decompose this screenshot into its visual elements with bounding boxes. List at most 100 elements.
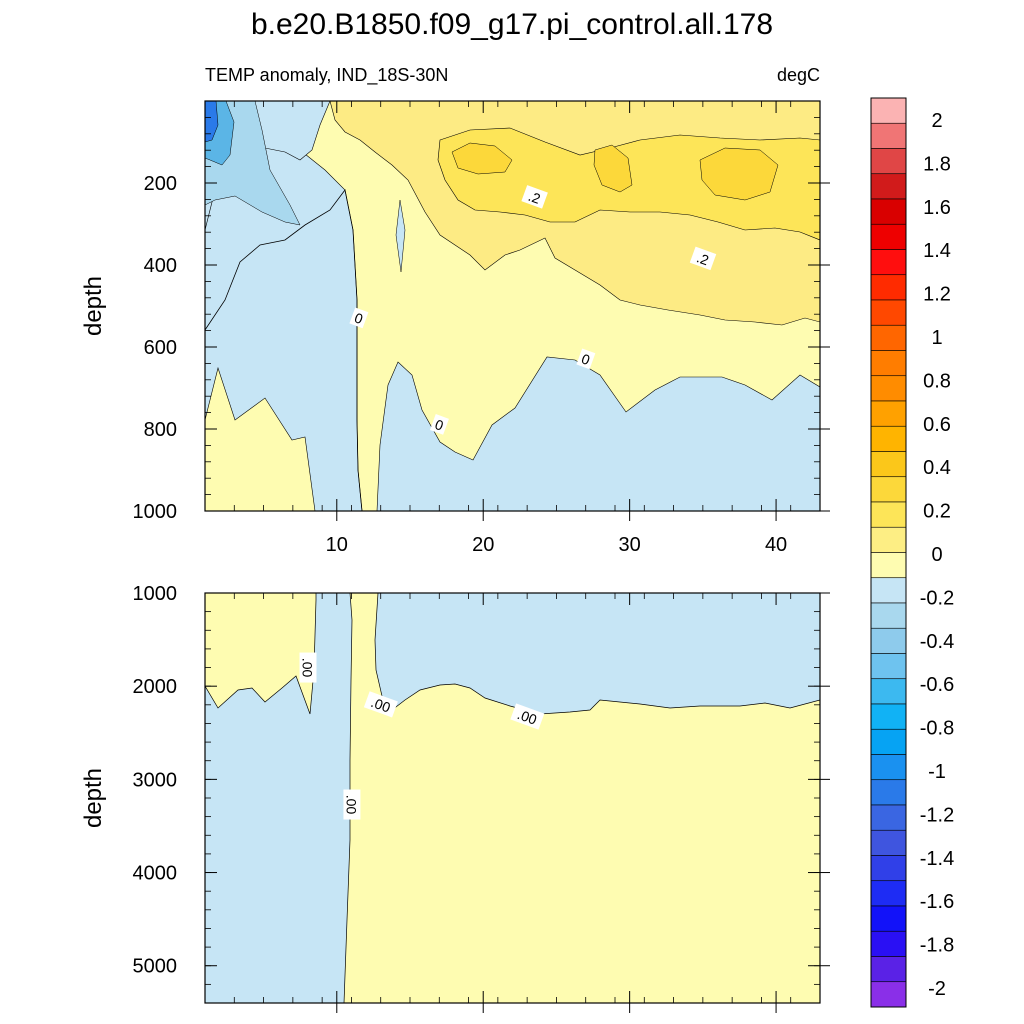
upper-cool-blob: [395, 199, 406, 273]
upper-panel: 10 20 30 40 200 400 600 800 1000 depth 0 0 0 .2 .2: [80, 100, 830, 556]
contour-label-text: .2: [526, 188, 543, 207]
colorbar-swatch: [870, 476, 907, 503]
lower-contour-fill: [205, 593, 820, 1003]
colorbar-swatch: [870, 375, 907, 402]
lower-contour-labels: .00 .00 .00 .00: [299, 652, 545, 820]
upper-contour-labels: 0 0 0 .2 .2: [349, 185, 717, 435]
y-tick-label: 3000: [133, 769, 178, 791]
colorbar-frame: [870, 97, 907, 1008]
colorbar-label: 1.8: [923, 153, 951, 175]
contour-label-bg: [299, 652, 317, 683]
colorbar-label: -0.4: [920, 631, 954, 653]
colorbar-swatch: [870, 148, 907, 175]
colorbar-swatch: [870, 804, 907, 831]
colorbar-label: -1.2: [920, 804, 954, 826]
colorbar-swatch: [870, 754, 907, 781]
colorbar-swatch: [870, 880, 907, 907]
colorbar: 2 1.8 1.6 1.4 1.2 1 0.8 0.6 0.4 0.2 0 -0.2 -0.4 -0.6 -…: [870, 97, 954, 1008]
x-tick-label: 40: [765, 534, 787, 556]
upper-warm-core-2: [593, 144, 633, 193]
lower-cool-west: [205, 593, 353, 1003]
colorbar-swatch: [870, 602, 907, 629]
y-tick-label: 400: [144, 255, 177, 277]
colorbar-swatch: [870, 728, 907, 755]
x-tick-label: 20: [472, 534, 494, 556]
colorbar-label: 0.4: [923, 457, 951, 479]
contour-label-bg: [349, 307, 369, 329]
colorbar-label: -0.2: [920, 587, 954, 609]
colorbar-label: -1.8: [920, 935, 954, 957]
contour-label: .00: [363, 691, 398, 718]
y-tick-label: 2000: [133, 676, 178, 698]
lower-axis-ticks: 1000 2000 3000 4000 5000: [133, 583, 830, 1013]
contour-label: .2: [521, 185, 548, 209]
chart-subtitle-left: TEMP anomaly, IND_18S-30N: [205, 65, 448, 86]
colorbar-swatch: [870, 678, 907, 705]
colorbar-swatch: [870, 930, 907, 957]
contour-label-bg: [510, 703, 545, 730]
colorbar-swatch: [870, 223, 907, 250]
y-tick-label: 200: [144, 173, 177, 195]
colorbar-label: 1: [931, 327, 942, 349]
contour-label-bg: [689, 246, 717, 271]
y-tick-label: 800: [144, 419, 177, 441]
colorbar-swatch: [870, 956, 907, 983]
contour-label: 0: [349, 307, 369, 329]
contour-label-text: .2: [695, 249, 712, 268]
contour-label: .00: [510, 703, 545, 730]
colorbar-label: 0.2: [923, 501, 951, 523]
colorbar-swatch: [870, 981, 907, 1008]
upper-contour-fill: [205, 101, 820, 511]
colorbar-swatch: [870, 97, 907, 124]
colorbar-swatch: [870, 324, 907, 351]
upper-warm-core-3: [699, 147, 779, 201]
contour-label-text: .00: [343, 795, 359, 815]
colorbar-label: 0.8: [923, 370, 951, 392]
colorbar-label: 0.6: [923, 414, 951, 436]
y-tick-label: 5000: [133, 956, 178, 978]
contour-label-bg: [521, 185, 548, 209]
upper-cool-core: [205, 101, 219, 143]
contour-label: .2: [689, 246, 717, 271]
x-tick-label: 10: [326, 534, 348, 556]
colorbar-swatch: [870, 299, 907, 326]
upper-zero-contour: [205, 189, 363, 511]
colorbar-label: -1: [928, 761, 946, 783]
colorbar-swatch: [870, 855, 907, 882]
contour-label-text: .00: [300, 658, 316, 678]
contour-label-text: .00: [369, 694, 393, 716]
colorbar-swatch: [870, 122, 907, 149]
upper-warm-core-1: [451, 142, 513, 175]
upper-plot-frame: [204, 100, 821, 512]
contour-label-bg: [343, 789, 361, 820]
colorbar-swatch: [870, 274, 907, 301]
colorbar-swatch: [870, 501, 907, 528]
contour-label-bg: [363, 691, 398, 718]
colorbar-label: 1.4: [923, 240, 951, 262]
contour-label: .00: [299, 652, 317, 683]
contour-label: .00: [343, 789, 361, 820]
contour-label: 0: [429, 414, 449, 435]
upper-ylabel: depth: [80, 276, 107, 336]
colorbar-swatch: [870, 198, 907, 225]
colorbar-swatch: [870, 350, 907, 377]
colorbar-swatch: [870, 400, 907, 427]
colorbar-swatch: [870, 627, 907, 654]
upper-warm-west-bottom: [205, 366, 316, 511]
colorbar-label: -1.4: [920, 848, 954, 870]
colorbar-label: 0: [931, 544, 942, 566]
contour-label-bg: [576, 348, 596, 370]
colorbar-swatch: [870, 451, 907, 478]
colorbar-label: -0.8: [920, 718, 954, 740]
colorbar-label: -1.6: [920, 891, 954, 913]
colorbar-swatch: [870, 425, 907, 452]
y-tick-label: 4000: [133, 863, 178, 885]
x-tick-label: 30: [619, 534, 641, 556]
contour-label-bg: [429, 414, 449, 435]
colorbar-swatch: [870, 653, 907, 680]
y-tick-label: 1000: [133, 501, 178, 523]
colorbar-swatch: [870, 703, 907, 730]
colorbar-swatch: [870, 249, 907, 276]
colorbar-swatch: [870, 829, 907, 856]
